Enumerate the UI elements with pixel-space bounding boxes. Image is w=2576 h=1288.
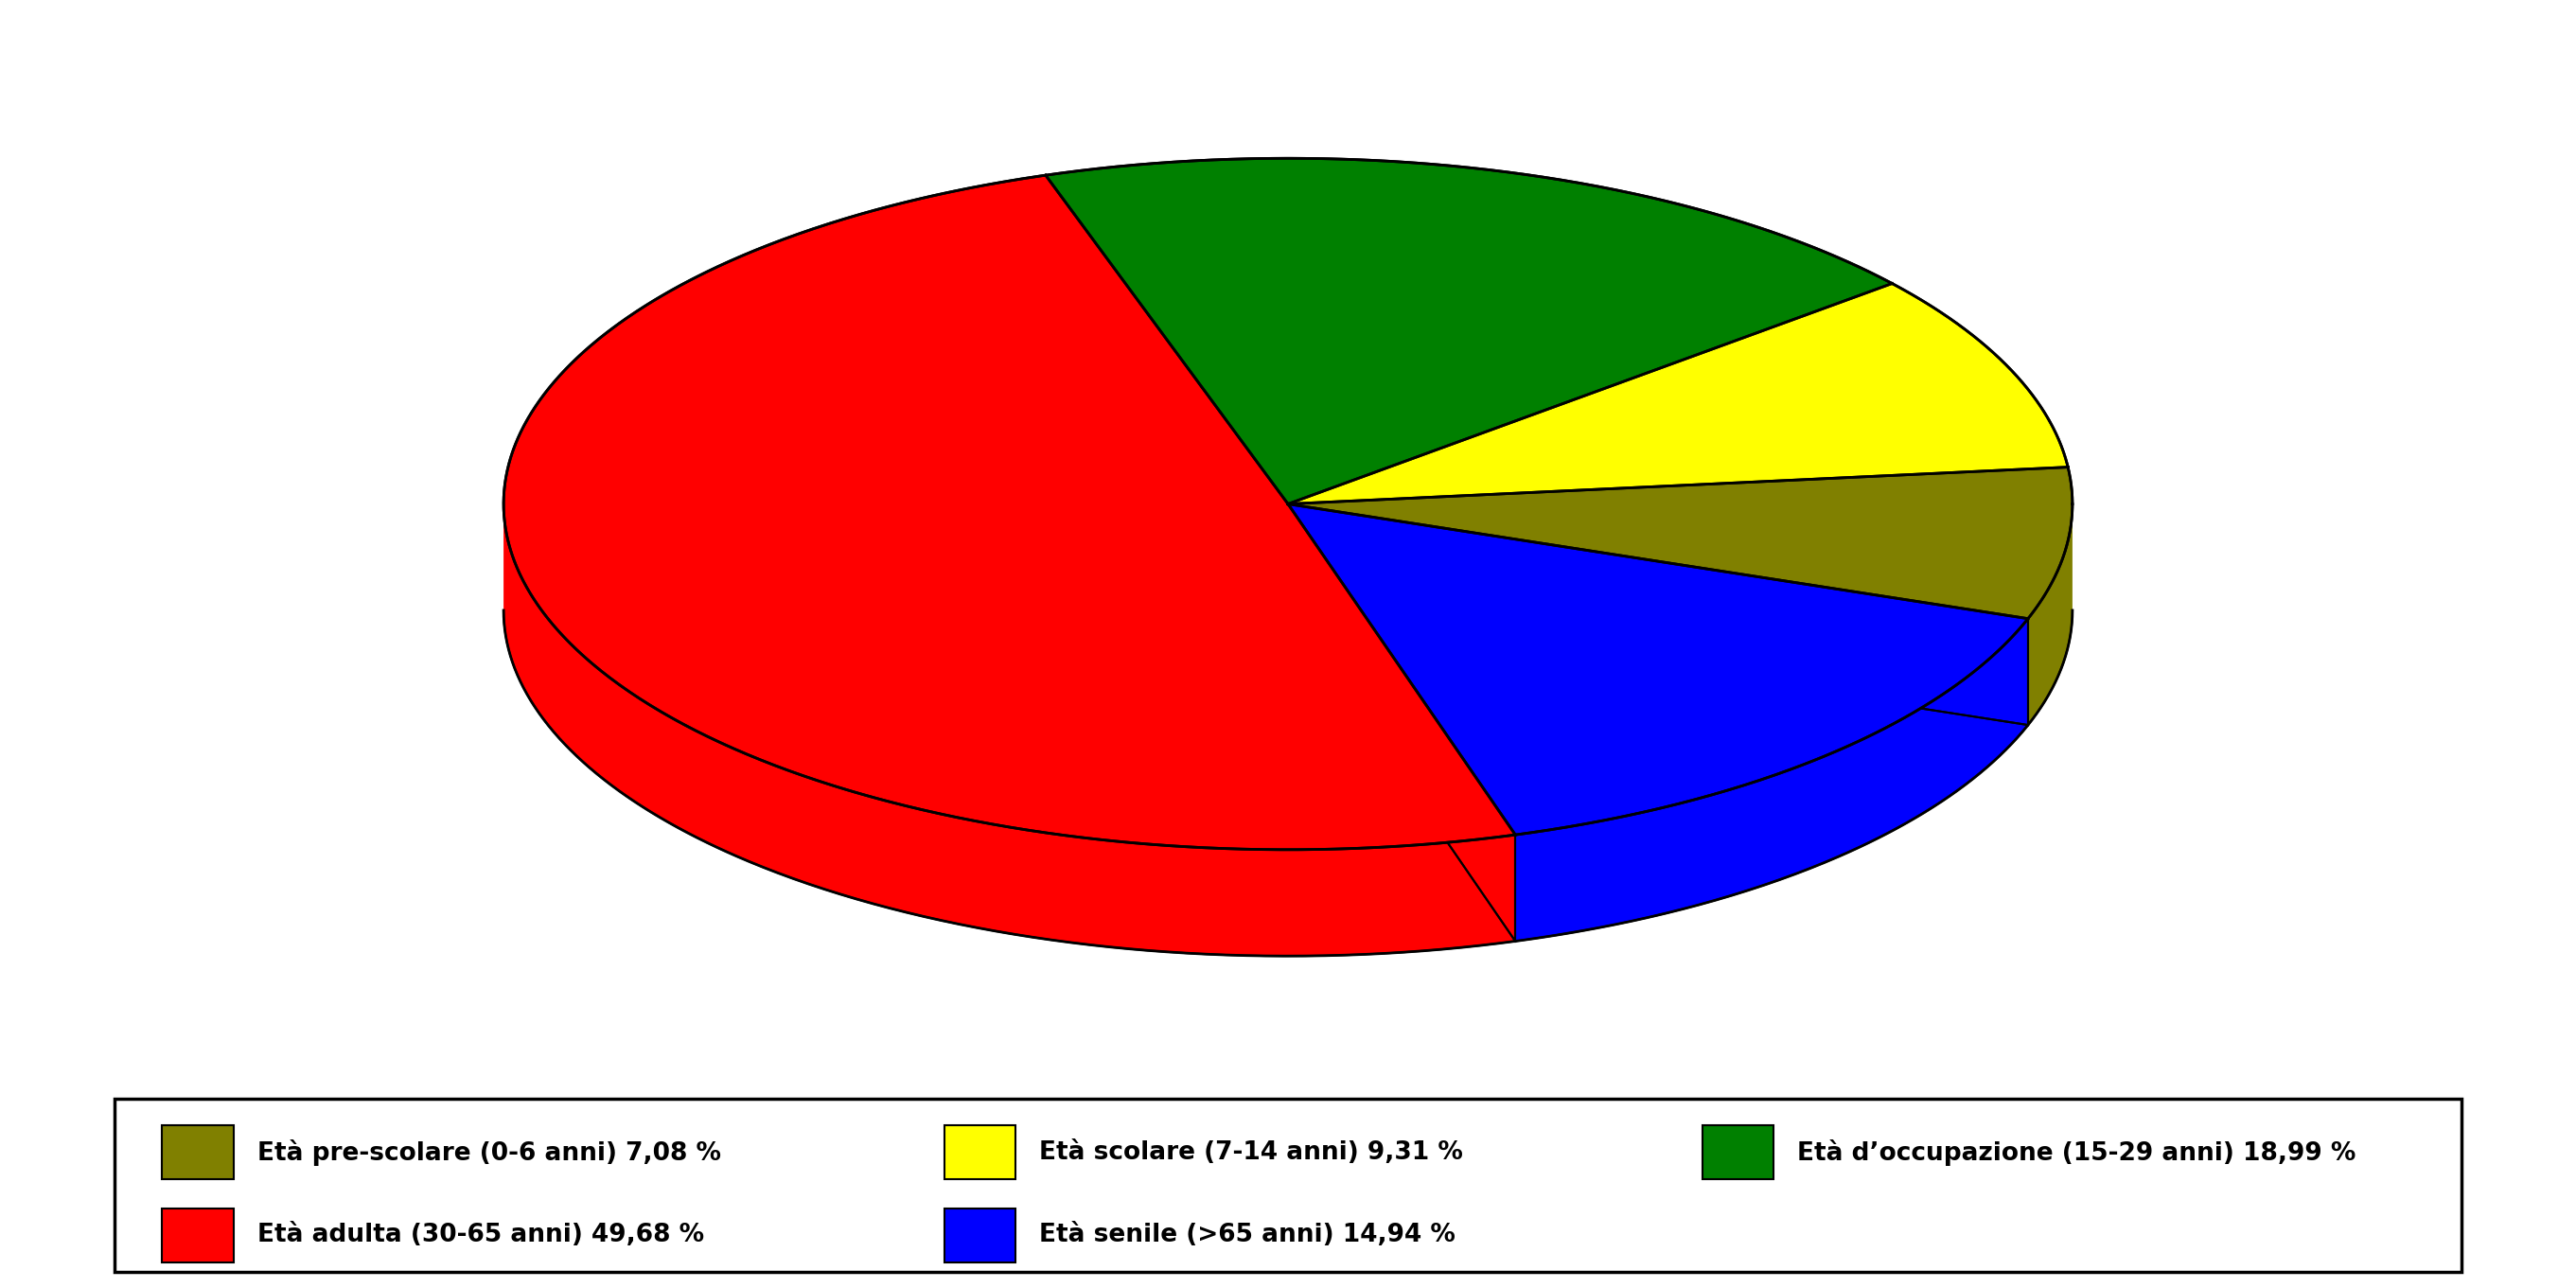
- Polygon shape: [1288, 504, 2027, 725]
- FancyBboxPatch shape: [162, 1126, 234, 1180]
- Polygon shape: [502, 504, 1515, 956]
- Polygon shape: [502, 175, 1515, 850]
- Text: Età scolare (7-14 anni) 9,31 %: Età scolare (7-14 anni) 9,31 %: [1038, 1140, 1463, 1164]
- Polygon shape: [1288, 504, 1515, 942]
- Polygon shape: [2027, 504, 2074, 725]
- Polygon shape: [1046, 158, 1893, 504]
- Polygon shape: [1288, 504, 2027, 725]
- FancyBboxPatch shape: [1703, 1126, 1775, 1180]
- Polygon shape: [1288, 283, 2069, 504]
- FancyBboxPatch shape: [945, 1126, 1015, 1180]
- Polygon shape: [1288, 504, 1515, 942]
- FancyBboxPatch shape: [945, 1208, 1015, 1262]
- Polygon shape: [1288, 504, 2027, 835]
- Text: Età d’occupazione (15-29 anni) 18,99 %: Età d’occupazione (15-29 anni) 18,99 %: [1798, 1140, 2357, 1166]
- Polygon shape: [1515, 618, 2027, 942]
- Text: Età pre-scolare (0-6 anni) 7,08 %: Età pre-scolare (0-6 anni) 7,08 %: [258, 1140, 721, 1166]
- Polygon shape: [1288, 468, 2074, 618]
- FancyBboxPatch shape: [116, 1099, 2460, 1271]
- FancyBboxPatch shape: [162, 1208, 234, 1262]
- Text: Età adulta (30-65 anni) 49,68 %: Età adulta (30-65 anni) 49,68 %: [258, 1224, 703, 1248]
- Text: Età senile (>65 anni) 14,94 %: Età senile (>65 anni) 14,94 %: [1038, 1224, 1455, 1248]
